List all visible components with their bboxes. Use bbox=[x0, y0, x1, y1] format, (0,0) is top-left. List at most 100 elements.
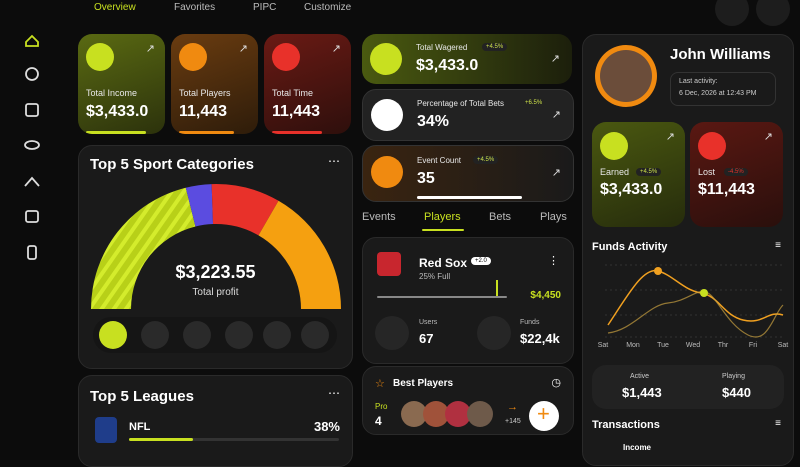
flag bbox=[496, 280, 498, 296]
panel-title: Transactions bbox=[592, 419, 660, 431]
metric-label: Event Count bbox=[417, 156, 462, 165]
stat-label: Total Income bbox=[86, 88, 138, 98]
nav-tab[interactable]: PIPC bbox=[253, 2, 277, 13]
phone-icon[interactable] bbox=[27, 245, 37, 260]
gauge-caption: Total profit bbox=[192, 287, 239, 298]
sport-categories-panel: Top 5 Sport Categories ⋯ $3,223.55 Total… bbox=[78, 145, 353, 369]
stat-card[interactable]: ↗ Total Time 11,443 bbox=[264, 34, 351, 134]
league-name: NFL bbox=[129, 421, 151, 433]
transaction-label: Income bbox=[623, 443, 652, 452]
day-label: Sat bbox=[597, 342, 609, 349]
stat-label: Total Time bbox=[272, 88, 314, 98]
open-icon[interactable]: ↗ bbox=[551, 109, 561, 121]
avatar bbox=[445, 401, 471, 427]
team-badge: +2.0 bbox=[471, 257, 491, 265]
progress bbox=[417, 196, 522, 199]
line bbox=[607, 269, 784, 326]
team-icon[interactable] bbox=[24, 176, 40, 187]
open-icon[interactable]: ↗ bbox=[238, 43, 248, 55]
sport-button[interactable] bbox=[301, 321, 329, 349]
open-icon[interactable]: ↗ bbox=[550, 53, 560, 65]
metric-card[interactable]: Event Count +4.5% 35 ↗ bbox=[362, 145, 574, 202]
history-button[interactable] bbox=[756, 0, 790, 26]
funds-label: Funds bbox=[520, 319, 540, 326]
progress bbox=[129, 438, 193, 441]
icon bbox=[371, 99, 403, 131]
more-count: +145 bbox=[505, 418, 521, 425]
sport-button[interactable] bbox=[225, 321, 253, 349]
icon bbox=[179, 43, 207, 71]
grid-icon[interactable] bbox=[25, 103, 39, 117]
stats-icon[interactable] bbox=[25, 67, 39, 81]
open-icon[interactable]: ↗ bbox=[551, 167, 561, 179]
summary-box: Active $1,443 Playing $440 bbox=[592, 365, 784, 409]
sport-button[interactable] bbox=[263, 321, 291, 349]
eye-icon[interactable] bbox=[24, 140, 40, 150]
balance-card[interactable]: ↗ Earned +4.5% $3,433.0 bbox=[592, 122, 685, 227]
filter-icon[interactable]: ≡ bbox=[775, 240, 781, 251]
stat-card[interactable]: ↗ Total Players 11,443 bbox=[171, 34, 258, 134]
menu-icon[interactable]: ⋮ bbox=[548, 255, 559, 267]
tab-indicator bbox=[422, 229, 464, 231]
team-panel: Red Sox +2.0 25% Full ⋮ $4,450 Users 67 … bbox=[362, 237, 574, 364]
progress bbox=[179, 131, 234, 134]
sport-selector bbox=[93, 317, 337, 353]
balance-value: $3,433.0 bbox=[600, 181, 663, 198]
point[interactable] bbox=[700, 289, 708, 297]
calendar-icon[interactable] bbox=[25, 210, 39, 223]
sport-button[interactable] bbox=[183, 321, 211, 349]
tab[interactable]: Bets bbox=[489, 211, 512, 223]
nav-tab[interactable]: Favorites bbox=[174, 2, 216, 13]
icon bbox=[600, 132, 628, 160]
progress bbox=[86, 131, 146, 134]
panel-title: Best Players bbox=[393, 378, 454, 389]
tab[interactable]: Events bbox=[362, 211, 396, 223]
gauge-segment bbox=[185, 184, 214, 227]
summary-value: $440 bbox=[722, 385, 751, 400]
settings-button[interactable] bbox=[715, 0, 749, 26]
activity-box: Last activity: 6 Dec, 2026 at 12:43 PM bbox=[670, 72, 776, 106]
tab[interactable]: Plays bbox=[540, 211, 567, 223]
team-name: Red Sox bbox=[419, 256, 468, 270]
balance-label: Earned bbox=[600, 167, 630, 177]
day-label: Mon bbox=[626, 342, 640, 349]
add-button[interactable] bbox=[529, 401, 559, 431]
day-label: Fri bbox=[748, 342, 758, 349]
change-badge: +4.5% bbox=[636, 168, 662, 176]
open-icon[interactable]: ↗ bbox=[145, 43, 155, 55]
avatar bbox=[423, 401, 449, 427]
track bbox=[377, 296, 507, 298]
panel-title: Top 5 Sport Categories bbox=[90, 156, 254, 173]
summary-label: Playing bbox=[722, 373, 745, 380]
star-icon: ☆ bbox=[375, 378, 385, 390]
open-icon[interactable]: ↗ bbox=[763, 131, 773, 143]
stat-label: Total Players bbox=[179, 88, 231, 98]
sport-button[interactable] bbox=[141, 321, 169, 349]
filter-icon[interactable]: ≡ bbox=[775, 418, 781, 429]
team-amount: $4,450 bbox=[530, 290, 561, 301]
nav-tab[interactable]: Customize bbox=[304, 2, 352, 13]
tab[interactable]: Players bbox=[424, 211, 461, 223]
stat-value: 11,443 bbox=[272, 103, 321, 120]
day-label: Wed bbox=[685, 342, 701, 349]
open-icon[interactable]: ↗ bbox=[665, 131, 675, 143]
clock-icon[interactable]: ◷ bbox=[551, 377, 561, 389]
nav-tab[interactable]: Overview bbox=[94, 2, 136, 13]
open-icon[interactable]: ↗ bbox=[331, 43, 341, 55]
stat-card[interactable]: ↗ Total Income $3,433.0 bbox=[78, 34, 165, 134]
point[interactable] bbox=[654, 267, 662, 275]
day-label: Thr bbox=[717, 342, 729, 349]
activity-time: 6 Dec, 2026 at 12:43 PM bbox=[679, 90, 757, 97]
metric-card[interactable]: Total Wagered +4.5% $3,433.0 ↗ bbox=[362, 34, 572, 84]
home-icon[interactable] bbox=[25, 34, 39, 47]
metric-card[interactable]: Percentage of Total Bets +6.5% 34% ↗ bbox=[362, 89, 574, 141]
sport-button[interactable] bbox=[99, 321, 127, 349]
icon bbox=[477, 316, 511, 350]
profile-name: John Williams bbox=[670, 46, 771, 63]
menu-icon[interactable]: ⋯ bbox=[328, 386, 340, 400]
balance-card[interactable]: ↗ Lost -4.5% $11,443 bbox=[690, 122, 783, 227]
sidebar bbox=[24, 34, 40, 260]
menu-icon[interactable]: ⋯ bbox=[328, 154, 340, 168]
day-label: Tue bbox=[657, 342, 669, 349]
stat-value: $3,433.0 bbox=[86, 103, 149, 120]
